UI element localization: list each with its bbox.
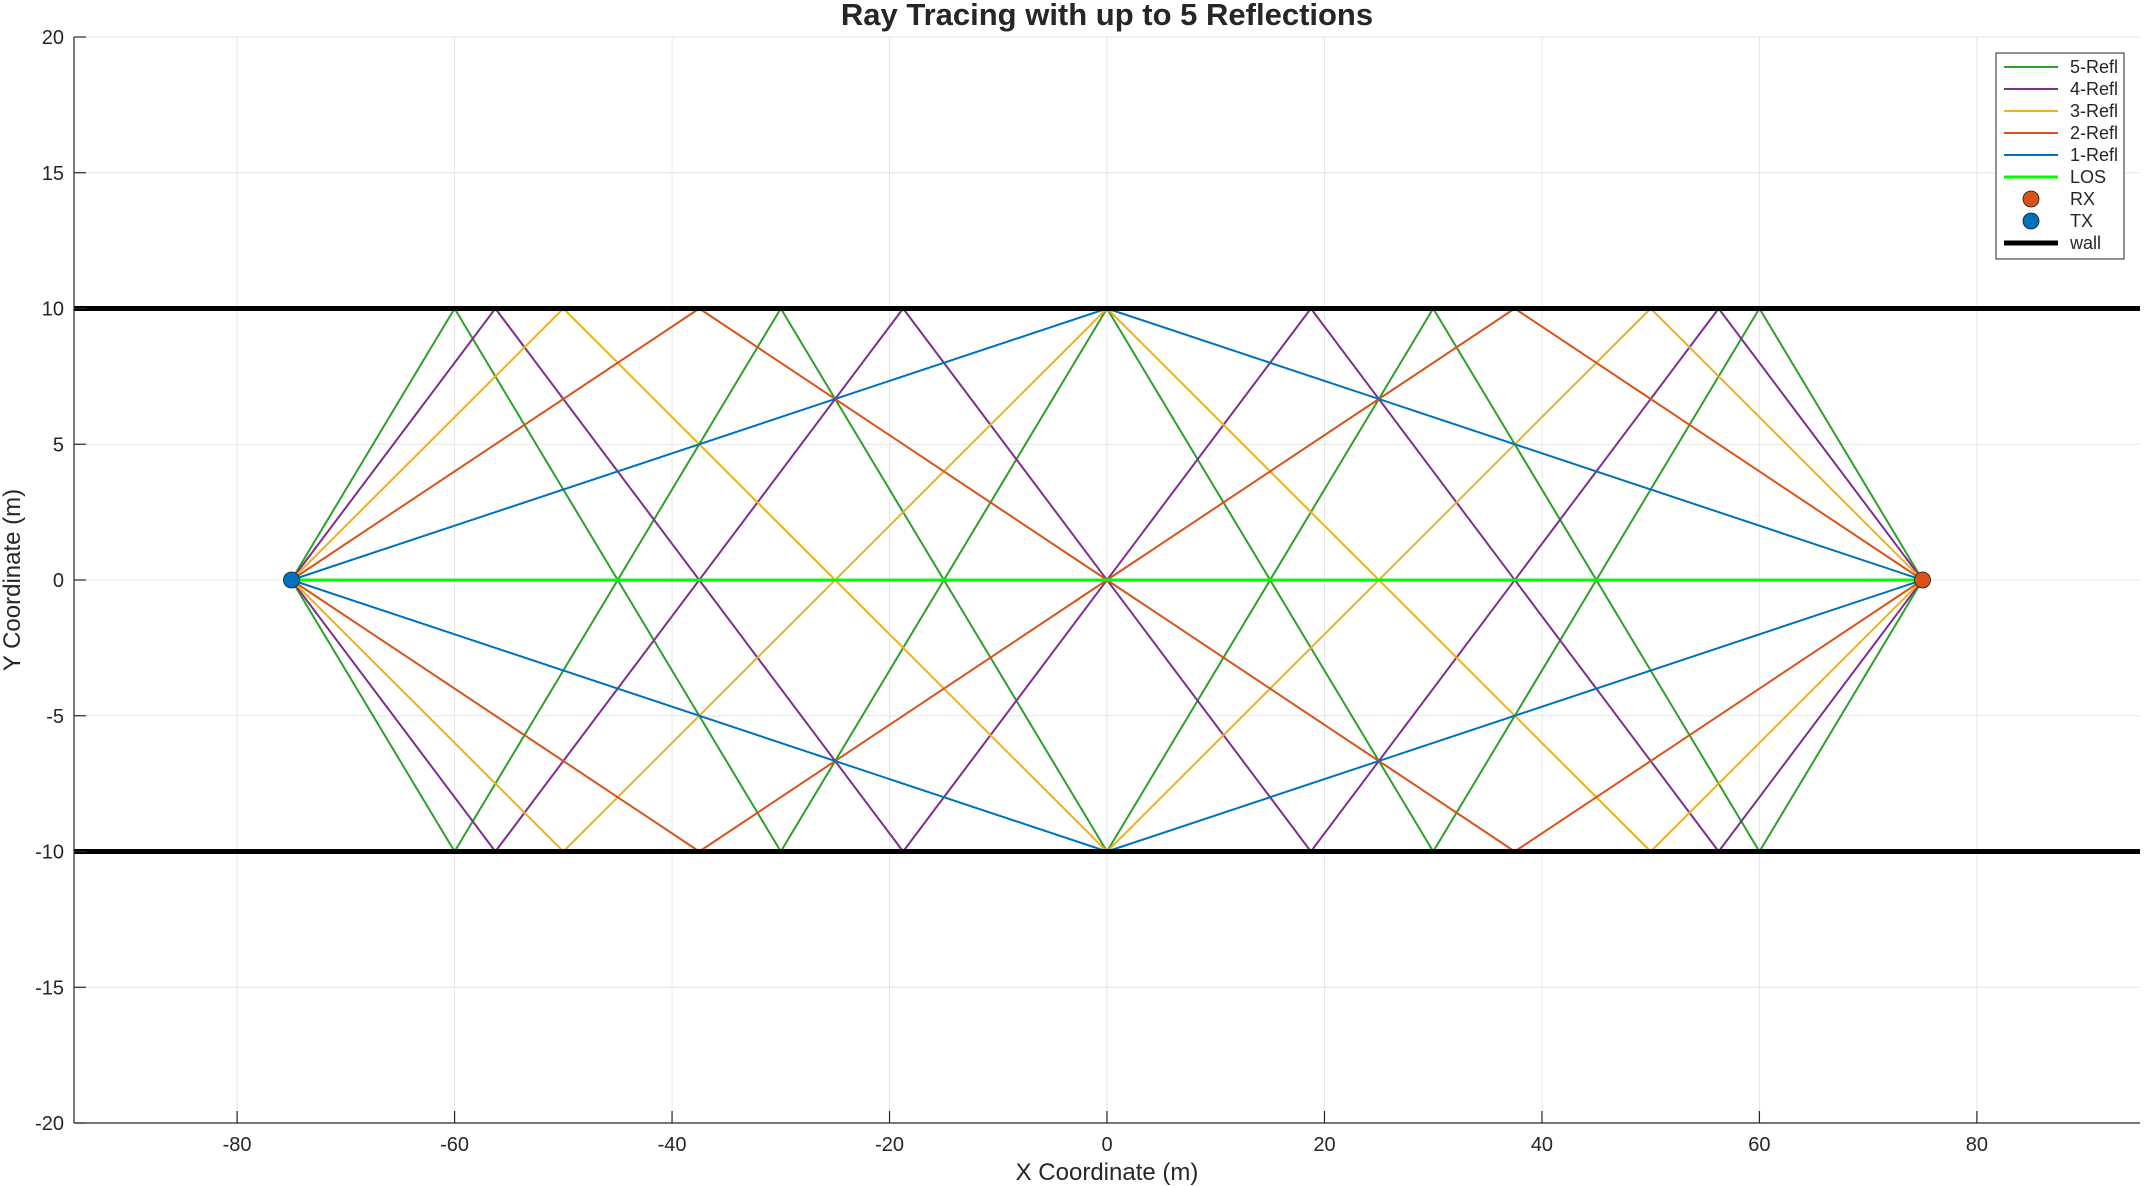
legend-swatch <box>2022 212 2040 230</box>
legend-label: TX <box>2070 211 2093 231</box>
y-tick-label: -10 <box>35 842 64 864</box>
legend: 5-Refl4-Refl3-Refl2-Refl1-ReflLOSRXTXwal… <box>1995 52 2125 260</box>
chart-title: Ray Tracing with up to 5 Reflections <box>841 0 1373 32</box>
x-tick-label: -80 <box>223 1134 252 1156</box>
x-axis-label: X Coordinate (m) <box>1016 1159 1199 1186</box>
y-tick-label: 5 <box>53 434 64 456</box>
x-tick-label: -20 <box>875 1134 904 1156</box>
legend-label: 1-Refl <box>2070 145 2118 165</box>
legend-label: LOS <box>2070 167 2106 187</box>
x-tick-label: 80 <box>1966 1134 1988 1156</box>
y-tick-label: 20 <box>42 27 64 49</box>
x-tick-label: -60 <box>440 1134 469 1156</box>
wall-layer <box>74 306 2140 854</box>
y-tick-label: 10 <box>42 299 64 321</box>
legend-label: 2-Refl <box>2070 123 2118 143</box>
y-tick-label: -20 <box>35 1113 64 1135</box>
tx-marker <box>283 571 300 589</box>
marker-layer <box>283 571 1931 589</box>
axis-layer: -80 -60 -40 -20 0 20 40 60 80 -20 -15 -10 -5 0 5 10 15 20 <box>35 27 2140 1156</box>
y-tick-label: -5 <box>46 706 64 728</box>
legend-label: 3-Refl <box>2070 101 2118 121</box>
y-tick-label: -15 <box>35 977 64 999</box>
y-tick-label: 15 <box>42 163 64 185</box>
legend-label: 5-Refl <box>2070 57 2118 77</box>
legend-label: wall <box>2069 233 2101 253</box>
y-axis-label: Y Coordinate (m) <box>0 489 26 671</box>
y-tick-label: 0 <box>53 570 64 592</box>
legend-label: 4-Refl <box>2070 79 2118 99</box>
legend-swatch <box>2022 190 2040 208</box>
x-tick-label: 60 <box>1748 1134 1770 1156</box>
rx-marker <box>1914 571 1931 589</box>
x-tick-label: 0 <box>1101 1134 1112 1156</box>
legend-label: RX <box>2070 189 2095 209</box>
x-tick-label: -40 <box>658 1134 687 1156</box>
x-tick-label: 20 <box>1313 1134 1335 1156</box>
x-tick-label: 40 <box>1531 1134 1553 1156</box>
